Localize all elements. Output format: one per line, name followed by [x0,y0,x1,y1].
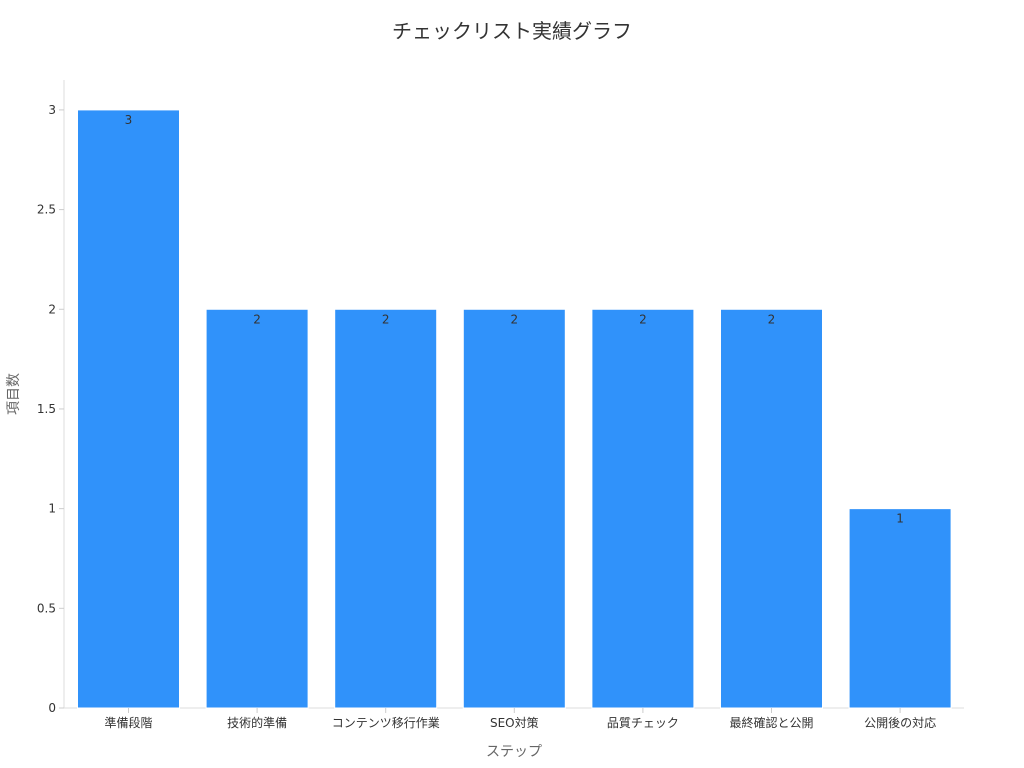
y-tick-label: 2.5 [37,203,56,217]
x-tick-label: SEO対策 [490,716,539,730]
y-tick-label: 0.5 [37,601,56,615]
y-tick-label: 0 [48,701,56,715]
y-axis-ticks: 0 0.5 1 1.5 2 2.5 3 [37,103,64,715]
x-tick-label: 技術的準備 [227,715,287,730]
x-tick-label: 準備段階 [104,715,152,730]
bars: 3 2 2 2 2 2 1 [77,109,952,709]
x-axis-title: ステップ [486,744,542,760]
x-tick-label: 最終確認と公開 [729,715,813,730]
bar [591,308,695,709]
bar-value-label: 2 [510,312,518,326]
x-tick-label: 品質チェック [607,715,679,730]
bar-value-label: 2 [382,312,390,326]
y-tick-label: 1 [48,502,56,516]
bar-value-label: 1 [896,512,904,526]
bar [205,308,309,709]
y-tick-label: 3 [48,103,56,117]
bar-value-label: 2 [253,312,261,326]
bar [334,308,438,709]
x-tick-label: 公開後の対応 [864,716,936,730]
y-tick-label: 1.5 [37,402,56,416]
bar [720,308,823,709]
bar-value-label: 2 [768,312,776,326]
x-axis-ticks: 準備段階 技術的準備 コンテンツ移行作業 SEO対策 品質チェック 最終確認と公開 公開後の… [104,708,936,730]
bar [848,508,952,709]
chart-title: チェックリスト実績グラフ [392,19,632,43]
x-tick-label: コンテンツ移行作業 [332,716,440,730]
y-axis-title: 項目数 [6,373,22,415]
bar [462,308,566,709]
bar-value-label: 3 [125,113,133,127]
bar-value-label: 2 [639,312,647,326]
y-tick-label: 2 [48,302,56,316]
bar [77,109,180,709]
